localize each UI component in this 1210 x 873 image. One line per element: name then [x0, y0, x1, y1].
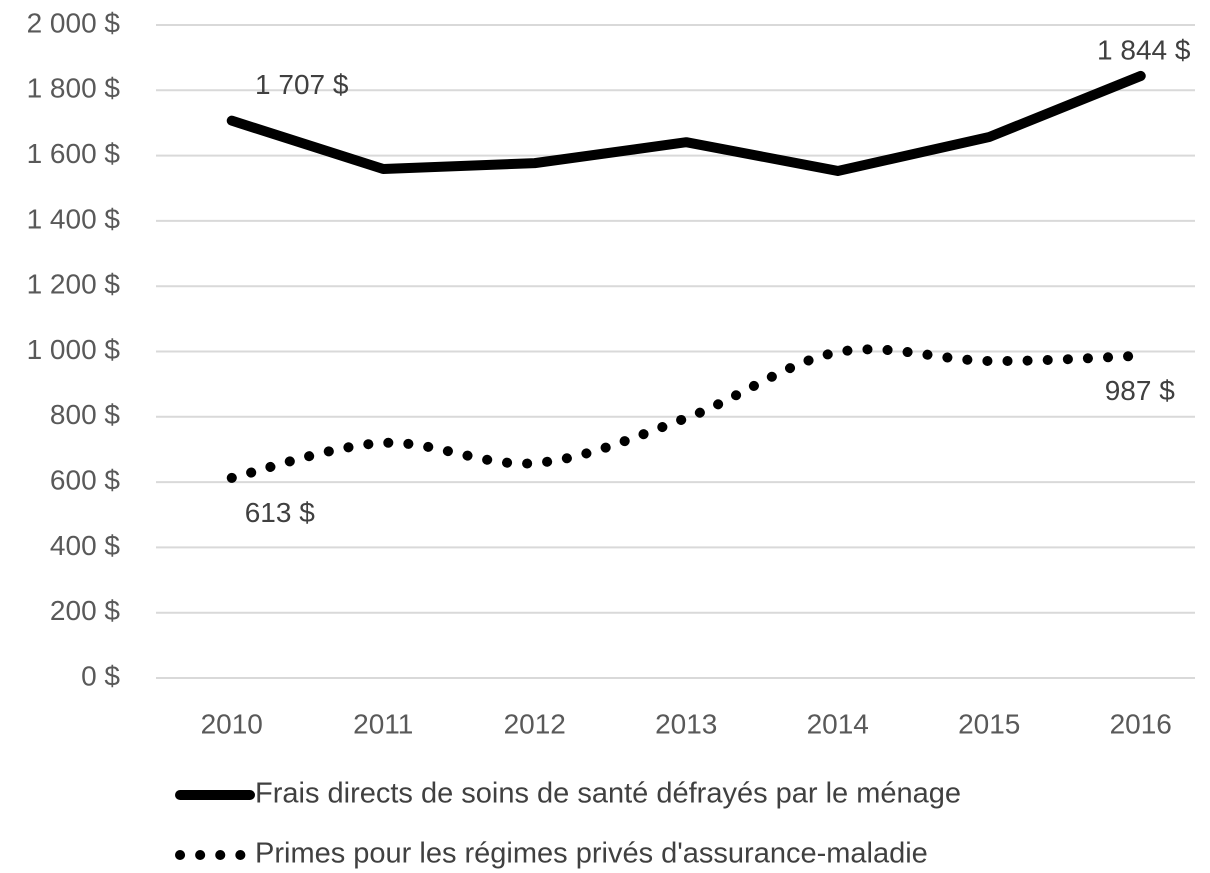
x-tick-label: 2011	[353, 708, 413, 739]
legend-label: Frais directs de soins de santé défrayés…	[255, 778, 961, 810]
x-tick-label: 2016	[1110, 708, 1172, 739]
y-tick-label: 400 $	[50, 530, 120, 561]
series-line	[226, 344, 1146, 483]
x-tick-label: 2014	[807, 708, 869, 739]
y-tick-label: 1 000 $	[27, 334, 121, 365]
data-label: 1 844 $	[1097, 34, 1191, 65]
y-tick-label: 2 000 $	[27, 7, 121, 38]
data-label: 1 707 $	[255, 69, 349, 100]
y-tick-label: 1 400 $	[27, 203, 121, 234]
y-tick-label: 1 800 $	[27, 73, 121, 104]
data-label: 613 $	[245, 497, 315, 528]
series-line	[226, 70, 1146, 176]
legend-label: Primes pour les régimes privés d'assuran…	[255, 838, 928, 870]
y-tick-label: 0 $	[81, 660, 120, 691]
x-tick-label: 2015	[958, 708, 1020, 739]
y-tick-label: 200 $	[50, 595, 120, 626]
y-tick-label: 1 600 $	[27, 138, 121, 169]
x-tick-label: 2012	[504, 708, 566, 739]
y-tick-label: 1 200 $	[27, 269, 121, 300]
x-tick-label: 2010	[201, 708, 263, 739]
y-tick-label: 600 $	[50, 464, 120, 495]
y-tick-label: 800 $	[50, 399, 120, 430]
x-tick-label: 2013	[655, 708, 717, 739]
data-label: 987 $	[1105, 375, 1175, 406]
